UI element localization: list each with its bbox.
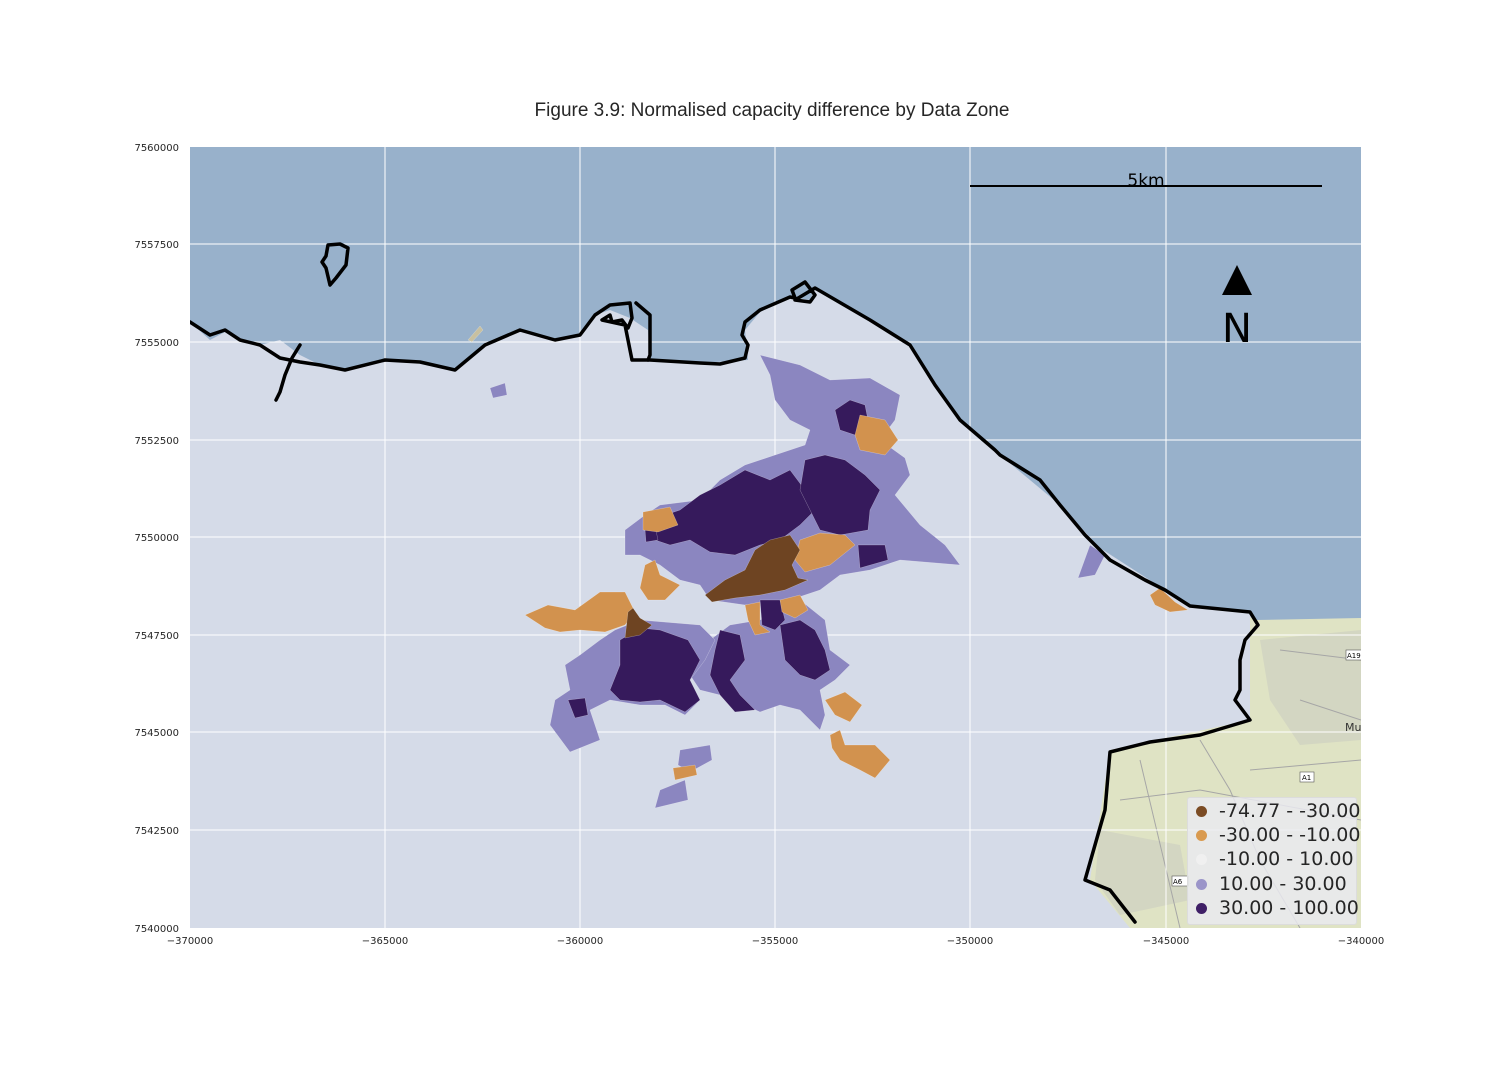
svg-text:A1: A1: [1302, 774, 1311, 782]
y-tick-label: 7542500: [134, 826, 179, 837]
legend-swatch: [1196, 829, 1207, 841]
svg-text:A6: A6: [1173, 878, 1183, 886]
y-tick-label: 7552500: [134, 436, 179, 447]
map-area: A19 Mu A1 A6: [190, 147, 1361, 928]
legend-label: -30.00 - -10.00: [1219, 824, 1361, 846]
x-tick-label: −360000: [557, 936, 604, 947]
y-tick-label: 7560000: [134, 143, 179, 154]
y-tick-label: 7545000: [134, 728, 179, 739]
basemap-labels: A19 Mu A1 A6: [1171, 649, 1361, 887]
coastline: [190, 242, 1260, 924]
data-zones: [467, 325, 1189, 809]
legend-item: -74.77 - -30.00: [1196, 800, 1360, 822]
legend-swatch: [1196, 805, 1207, 817]
y-tick-label: 7555000: [134, 338, 179, 349]
legend-swatch: [1196, 902, 1207, 914]
legend-item: 10.00 - 30.00: [1196, 873, 1347, 895]
legend-label: -74.77 - -30.00: [1219, 800, 1361, 822]
zones-minus30-to-minus10: [524, 414, 1189, 781]
north-arrow-icon: [1222, 265, 1252, 295]
basemap-town: [1260, 630, 1361, 745]
x-tick-label: −365000: [362, 936, 409, 947]
y-tick-label: 7550000: [134, 533, 179, 544]
legend: -74.77 - -30.00 -30.00 - -10.00 -10.00 -…: [1187, 797, 1360, 925]
north-label: N: [1222, 306, 1252, 352]
figure-title: Figure 3.9: Normalised capacity differen…: [534, 100, 1010, 121]
y-tick-label: 7557500: [134, 240, 179, 251]
x-axis: −370000 −365000 −360000 −355000 −350000 …: [167, 936, 1385, 947]
svg-text:Mu: Mu: [1345, 721, 1361, 734]
legend-label: 30.00 - 100.00: [1219, 897, 1359, 919]
legend-swatch: [1196, 853, 1207, 865]
legend-label: 10.00 - 30.00: [1219, 873, 1347, 895]
sea: [190, 147, 1361, 620]
legend-item: -30.00 - -10.00: [1196, 824, 1360, 846]
x-tick-label: −340000: [1338, 936, 1385, 947]
zones-30-to-100: [567, 399, 889, 719]
north-arrow: N: [1222, 265, 1252, 352]
x-tick-label: −350000: [947, 936, 994, 947]
x-tick-label: −345000: [1143, 936, 1190, 947]
scale-bar-label: 5km: [1127, 171, 1164, 191]
svg-text:A19: A19: [1347, 652, 1361, 660]
scale-bar: 5km: [970, 171, 1322, 191]
legend-item: -10.00 - 10.00: [1196, 848, 1354, 870]
zones-minus74-to-minus30: [624, 534, 809, 639]
legend-item: 30.00 - 100.00: [1196, 897, 1359, 919]
x-tick-label: −355000: [752, 936, 799, 947]
legend-swatch: [1196, 878, 1207, 890]
y-axis: 7560000 7557500 7555000 7552500 7550000 …: [134, 143, 179, 935]
zone-small: [467, 325, 484, 343]
y-tick-label: 7547500: [134, 631, 179, 642]
legend-label: -10.00 - 10.00: [1219, 848, 1354, 870]
y-tick-label: 7540000: [134, 924, 179, 935]
x-tick-label: −370000: [167, 936, 214, 947]
